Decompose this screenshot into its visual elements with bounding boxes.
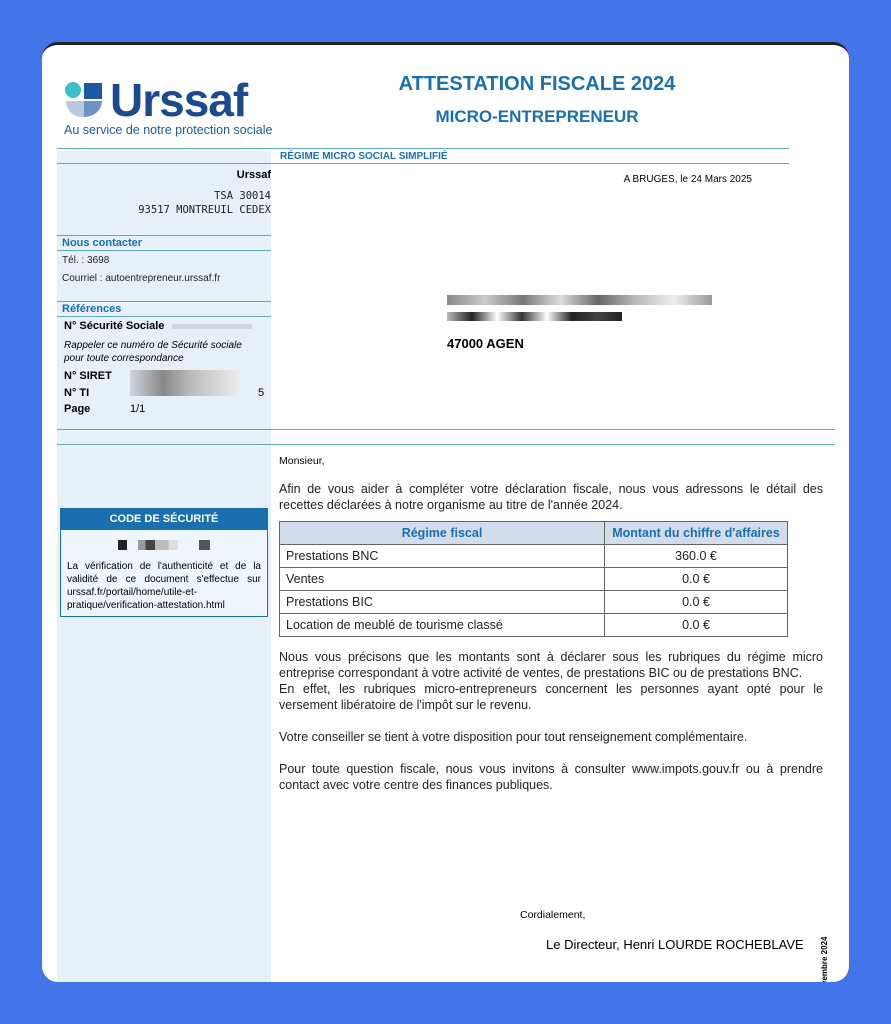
letter-body: Monsieur, Afin de vous aider à compléter…	[279, 455, 823, 793]
document-title: ATTESTATION FISCALE 2024	[398, 73, 676, 95]
ti-suffix: 5	[258, 387, 265, 399]
ss-number-redacted	[172, 324, 252, 329]
recipient-name-redacted	[447, 295, 712, 305]
amount-cell: 0.0 €	[604, 590, 788, 614]
paragraph-3: Votre conseiller se tient à votre dispos…	[279, 730, 748, 744]
recipient-city: 47000 AGEN	[447, 336, 524, 351]
table-row: Location de meublé de tourisme classé 0.0…	[279, 613, 788, 637]
recipient-street-redacted	[447, 312, 622, 321]
ti-label: N° TI	[64, 387, 90, 399]
paragraph-2: En effet, les rubriques micro-entreprene…	[279, 682, 823, 712]
ss-note: Rappeler ce numéro de Sécurité sociale p…	[64, 340, 242, 364]
vertical-footer-text: vembre 2024	[820, 936, 829, 982]
regime-cell: Prestations BNC	[279, 544, 605, 568]
page-value: 1/1	[130, 403, 146, 415]
regime-cell: Location de meublé de tourisme classé	[279, 613, 605, 637]
table-row: Prestations BNC 360.0 €	[279, 544, 788, 568]
attestation-document: Urssaf Au service de notre protection so…	[42, 42, 849, 982]
intro-paragraph: Afin de vous aider à compléter votre déc…	[279, 482, 823, 512]
regime-label: RÉGIME MICRO SOCIAL SIMPLIFIÉ	[280, 151, 448, 162]
page-label: Page	[64, 403, 91, 415]
column-header: Régime fiscal	[279, 521, 605, 545]
closing: Cordialement,	[520, 909, 586, 921]
logo-mark-icon	[65, 82, 102, 118]
revenue-table: Régime fiscal Montant du chiffre d'affair…	[279, 521, 788, 637]
regime-cell: Ventes	[279, 567, 605, 591]
regime-cell: Prestations BIC	[279, 590, 605, 614]
signature: Le Directeur, Henri LOURDE ROCHEBLAVE	[546, 937, 804, 952]
paragraph-4: Pour toute question fiscale, nous vous i…	[279, 762, 823, 792]
security-code-redacted	[118, 540, 210, 550]
place-date: A BRUGES, le 24 Mars 2025	[623, 174, 752, 185]
greeting: Monsieur,	[279, 455, 325, 467]
security-code-box: CODE DE SÉCURITÉ La vérification de l'au…	[60, 508, 268, 617]
document-subtitle: MICRO-ENTREPRENEUR	[435, 107, 639, 126]
logo-name: Urssaf	[110, 74, 248, 126]
contact-phone: Tél. : 3698	[62, 255, 110, 266]
sender-address-2: 93517 MONTREUIL CEDEX	[138, 204, 271, 216]
amount-cell: 360.0 €	[604, 544, 788, 568]
table-row: Ventes 0.0 €	[279, 567, 788, 591]
security-text: La vérification de l'authenticité et de …	[67, 561, 261, 611]
siret-label: N° SIRET	[64, 370, 112, 382]
sender-address-1: TSA 30014	[214, 190, 271, 202]
table-row: Prestations BIC 0.0 €	[279, 590, 788, 614]
references-heading: Références	[62, 303, 122, 315]
security-heading: CODE DE SÉCURITÉ	[61, 509, 267, 530]
column-header: Montant du chiffre d'affaires	[604, 521, 788, 545]
logo-tagline: Au service de notre protection sociale	[64, 123, 273, 137]
contact-email: Courriel : autoentrepreneur.urssaf.fr	[62, 273, 221, 284]
sender-name: Urssaf	[236, 169, 271, 181]
amount-cell: 0.0 €	[604, 613, 788, 637]
paragraph-1: Nous vous précisons que les montants son…	[279, 650, 823, 680]
ss-label: N° Sécurité Sociale	[64, 320, 165, 332]
contact-heading: Nous contacter	[62, 237, 143, 249]
amount-cell: 0.0 €	[604, 567, 788, 591]
siret-ti-redacted	[130, 370, 240, 396]
